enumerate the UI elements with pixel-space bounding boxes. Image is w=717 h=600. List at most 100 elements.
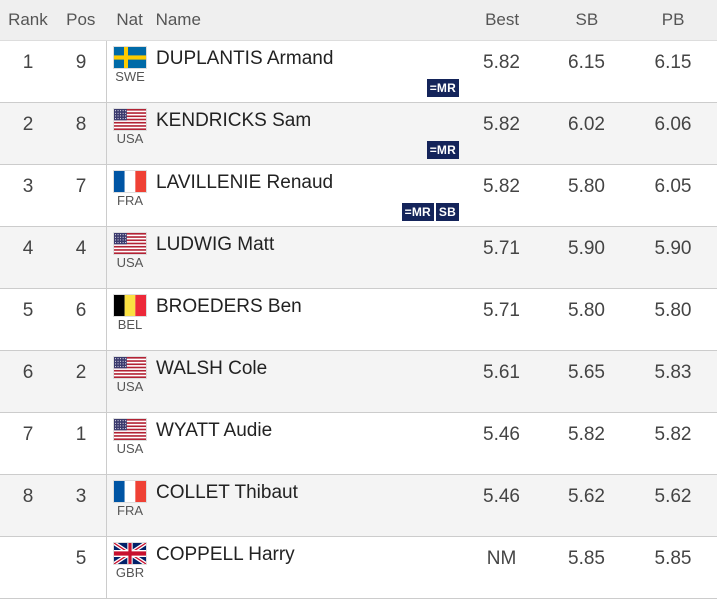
table-row: 5 GBR COPPELL Harry NM 5.85 5.85 [0, 537, 717, 599]
column-divider [106, 103, 107, 164]
france-flag-icon [114, 481, 146, 502]
nat-cell: FRA [106, 475, 154, 536]
sweden-flag-icon [114, 47, 146, 68]
athlete-name[interactable]: WALSH Cole [156, 358, 268, 379]
record-badge: SB [435, 203, 459, 221]
pb-cell: 5.85 [654, 548, 692, 569]
france-flag-icon [114, 171, 146, 192]
athlete-name[interactable]: DUPLANTIS Armand [156, 48, 334, 69]
uk-flag-icon [113, 541, 147, 566]
best-cell: 5.82 [483, 52, 520, 73]
sb-cell: 5.80 [568, 176, 605, 197]
pos-cell: 6 [75, 300, 87, 321]
column-divider [106, 41, 107, 102]
nat-cell: BEL [106, 289, 154, 350]
record-badges: =MR [426, 79, 459, 97]
athlete-name[interactable]: WYATT Audie [156, 420, 273, 441]
column-divider [106, 475, 107, 536]
country-code: SWE [115, 69, 145, 84]
pos-cell: 3 [75, 486, 87, 507]
column-divider [106, 413, 107, 474]
rank-cell: 2 [22, 114, 34, 135]
usa-flag-icon [114, 419, 146, 440]
country-code: GBR [115, 565, 145, 580]
pos-cell: 2 [75, 362, 87, 383]
record-badge: =MR [401, 203, 434, 221]
nat-cell: FRA [106, 165, 154, 226]
header-best: Best [485, 10, 520, 29]
sb-cell: 5.80 [568, 300, 605, 321]
nat-cell: USA [106, 413, 154, 474]
column-divider [106, 227, 107, 288]
pos-cell: 1 [75, 424, 87, 445]
table-header: Rank Pos Nat Name Best SB PB [0, 0, 717, 41]
usa-flag-icon [114, 109, 146, 130]
table-row: 2 8 USA KENDRICKS Sam =MR 5.82 6.02 6.06 [0, 103, 717, 165]
rank-cell [0, 537, 56, 598]
name-cell: COPPELL Harry [154, 537, 459, 598]
name-cell: WYATT Audie [154, 413, 459, 474]
nat-cell: USA [106, 227, 154, 288]
athlete-name[interactable]: KENDRICKS Sam [156, 110, 312, 131]
best-cell: 5.82 [483, 176, 520, 197]
belgium-flag-icon [114, 295, 146, 316]
column-divider [106, 537, 107, 598]
column-divider [106, 165, 107, 226]
header-pb: PB [661, 10, 685, 29]
table-row: 5 6 BEL BROEDERS Ben 5.71 5.80 5.80 [0, 289, 717, 351]
pos-cell: 4 [75, 238, 87, 259]
athlete-name[interactable]: COPPELL Harry [156, 544, 295, 565]
table-row: 7 1 USA WYATT Audie 5.46 5.82 5.82 [0, 413, 717, 475]
table-row: 1 9 SWE DUPLANTIS Armand =MR 5.82 6.15 6.15 [0, 41, 717, 103]
name-cell: BROEDERS Ben [154, 289, 459, 350]
sb-cell: 6.02 [568, 114, 605, 135]
nat-cell: USA [106, 351, 154, 412]
rank-cell: 4 [22, 238, 34, 259]
pos-cell: 9 [75, 52, 87, 73]
best-cell: NM [486, 548, 517, 569]
athlete-name[interactable]: LUDWIG Matt [156, 234, 275, 255]
pos-cell: 8 [75, 114, 87, 135]
sb-cell: 5.62 [568, 486, 605, 507]
pb-cell: 6.06 [654, 114, 692, 135]
country-code: USA [116, 131, 144, 146]
name-cell: LAVILLENIE Renaud =MR SB [154, 165, 459, 226]
table-row: 4 4 USA LUDWIG Matt 5.71 5.90 5.90 [0, 227, 717, 289]
pb-cell: 5.80 [654, 300, 692, 321]
country-code: FRA [117, 193, 143, 208]
rank-cell: 5 [22, 300, 34, 321]
athlete-name[interactable]: COLLET Thibaut [156, 482, 298, 503]
sb-cell: 5.90 [568, 238, 605, 259]
best-cell: 5.71 [483, 300, 520, 321]
header-nat: Nat [116, 10, 143, 29]
sb-cell: 5.85 [568, 548, 605, 569]
country-code: USA [116, 441, 144, 456]
best-cell: 5.46 [483, 486, 520, 507]
rank-cell: 3 [22, 176, 34, 197]
athlete-name[interactable]: LAVILLENIE Renaud [156, 172, 334, 193]
best-cell: 5.46 [483, 424, 520, 445]
name-cell: DUPLANTIS Armand =MR [154, 41, 459, 102]
rank-cell: 8 [22, 486, 34, 507]
pos-cell: 7 [75, 176, 87, 197]
pb-cell: 6.05 [654, 176, 692, 197]
usa-flag-icon [114, 233, 146, 254]
sb-cell: 5.82 [568, 424, 605, 445]
name-cell: LUDWIG Matt [154, 227, 459, 288]
record-badge: =MR [426, 141, 459, 159]
pb-cell: 5.82 [654, 424, 692, 445]
athlete-name[interactable]: BROEDERS Ben [156, 296, 302, 317]
rank-cell: 7 [22, 424, 34, 445]
best-cell: 5.82 [483, 114, 520, 135]
table-row: 3 7 FRA LAVILLENIE Renaud =MR SB 5.82 5.80 6.05 [0, 165, 717, 227]
nat-cell: GBR [106, 537, 154, 598]
pb-cell: 5.90 [654, 238, 692, 259]
country-code: BEL [117, 317, 143, 332]
name-cell: KENDRICKS Sam =MR [154, 103, 459, 164]
pos-cell: 5 [75, 548, 87, 569]
sb-cell: 6.15 [568, 52, 605, 73]
name-cell: COLLET Thibaut [154, 475, 459, 536]
pb-cell: 5.83 [654, 362, 692, 383]
name-cell: WALSH Cole [154, 351, 459, 412]
